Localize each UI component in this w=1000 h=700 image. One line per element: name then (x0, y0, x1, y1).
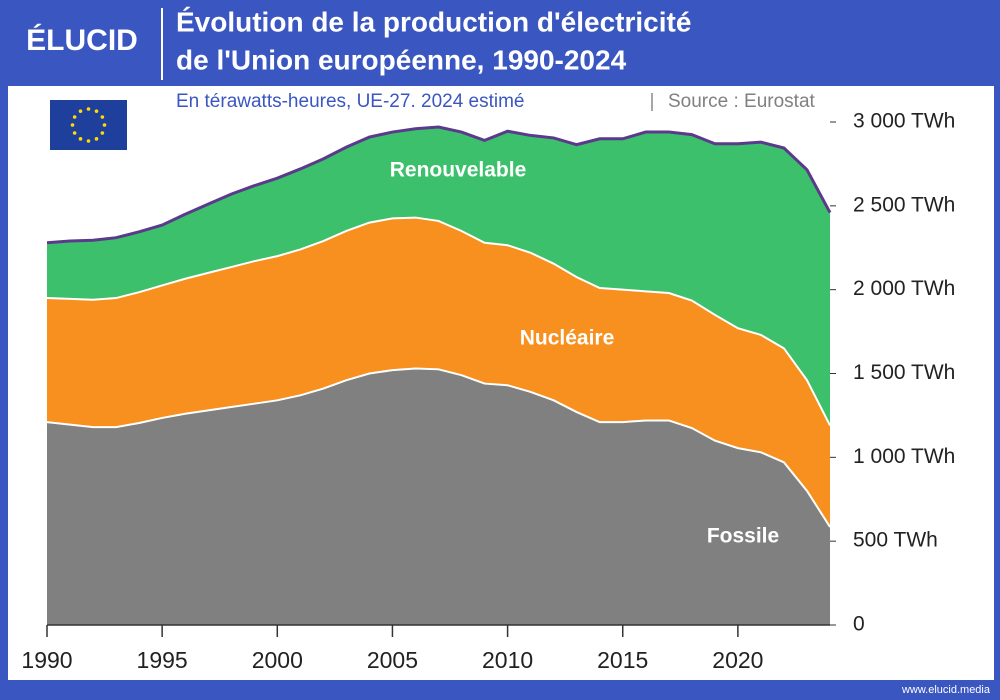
area-edge (46, 367, 831, 528)
area (47, 217, 830, 527)
plot: Fossile Nucléaire Renouvelable 0 500 TWh 1 00… (21, 110, 955, 674)
subtitle: En térawatts-heures, UE-27. 2024 estimé (176, 91, 525, 112)
area (47, 127, 830, 426)
star (72, 131, 77, 135)
eu-flag (50, 100, 127, 150)
y-tick-label: 1 000 TWh (853, 445, 955, 468)
y-tick-label: 3 000 TWh (853, 110, 955, 133)
x-tick-label: 2000 (252, 647, 303, 673)
star (72, 115, 77, 119)
star (94, 109, 99, 113)
chart-title: Évolution de la production d'électricité (176, 6, 691, 37)
y-tick-label: 2 500 TWh (853, 193, 955, 216)
y-tick-label: 2 000 TWh (853, 277, 955, 300)
x-tick-label: 2010 (482, 647, 533, 673)
y-tick-label: 500 TWh (853, 529, 938, 552)
x-tick-label: 1995 (137, 647, 188, 673)
star (102, 123, 107, 127)
star (100, 115, 105, 119)
area (47, 368, 830, 625)
flag-stars (70, 107, 107, 143)
star (86, 139, 91, 143)
series-label: Nucléaire (520, 327, 615, 350)
star (94, 137, 99, 141)
area-edge (46, 125, 832, 245)
area-edge (46, 216, 831, 426)
x-tick-label: 2005 (367, 647, 418, 673)
chart-title: de l'Union européenne, 1990-2024 (176, 44, 627, 75)
y-tick-label: 0 (853, 613, 865, 636)
x-tick-label: 2015 (597, 647, 648, 673)
source: Source : Eurostat (668, 91, 816, 112)
star (86, 107, 91, 111)
star (70, 123, 75, 127)
brand: ÉLUCID (26, 23, 138, 57)
x-tick-label: 1990 (21, 647, 72, 673)
star (78, 137, 83, 141)
x-tick-label: 2020 (712, 647, 763, 673)
series-label: Fossile (707, 525, 779, 548)
star (100, 131, 105, 135)
star (78, 109, 83, 113)
footer: www.elucid.media (901, 684, 991, 696)
y-tick-label: 1 500 TWh (853, 361, 955, 384)
series-label: Renouvelable (390, 159, 527, 182)
